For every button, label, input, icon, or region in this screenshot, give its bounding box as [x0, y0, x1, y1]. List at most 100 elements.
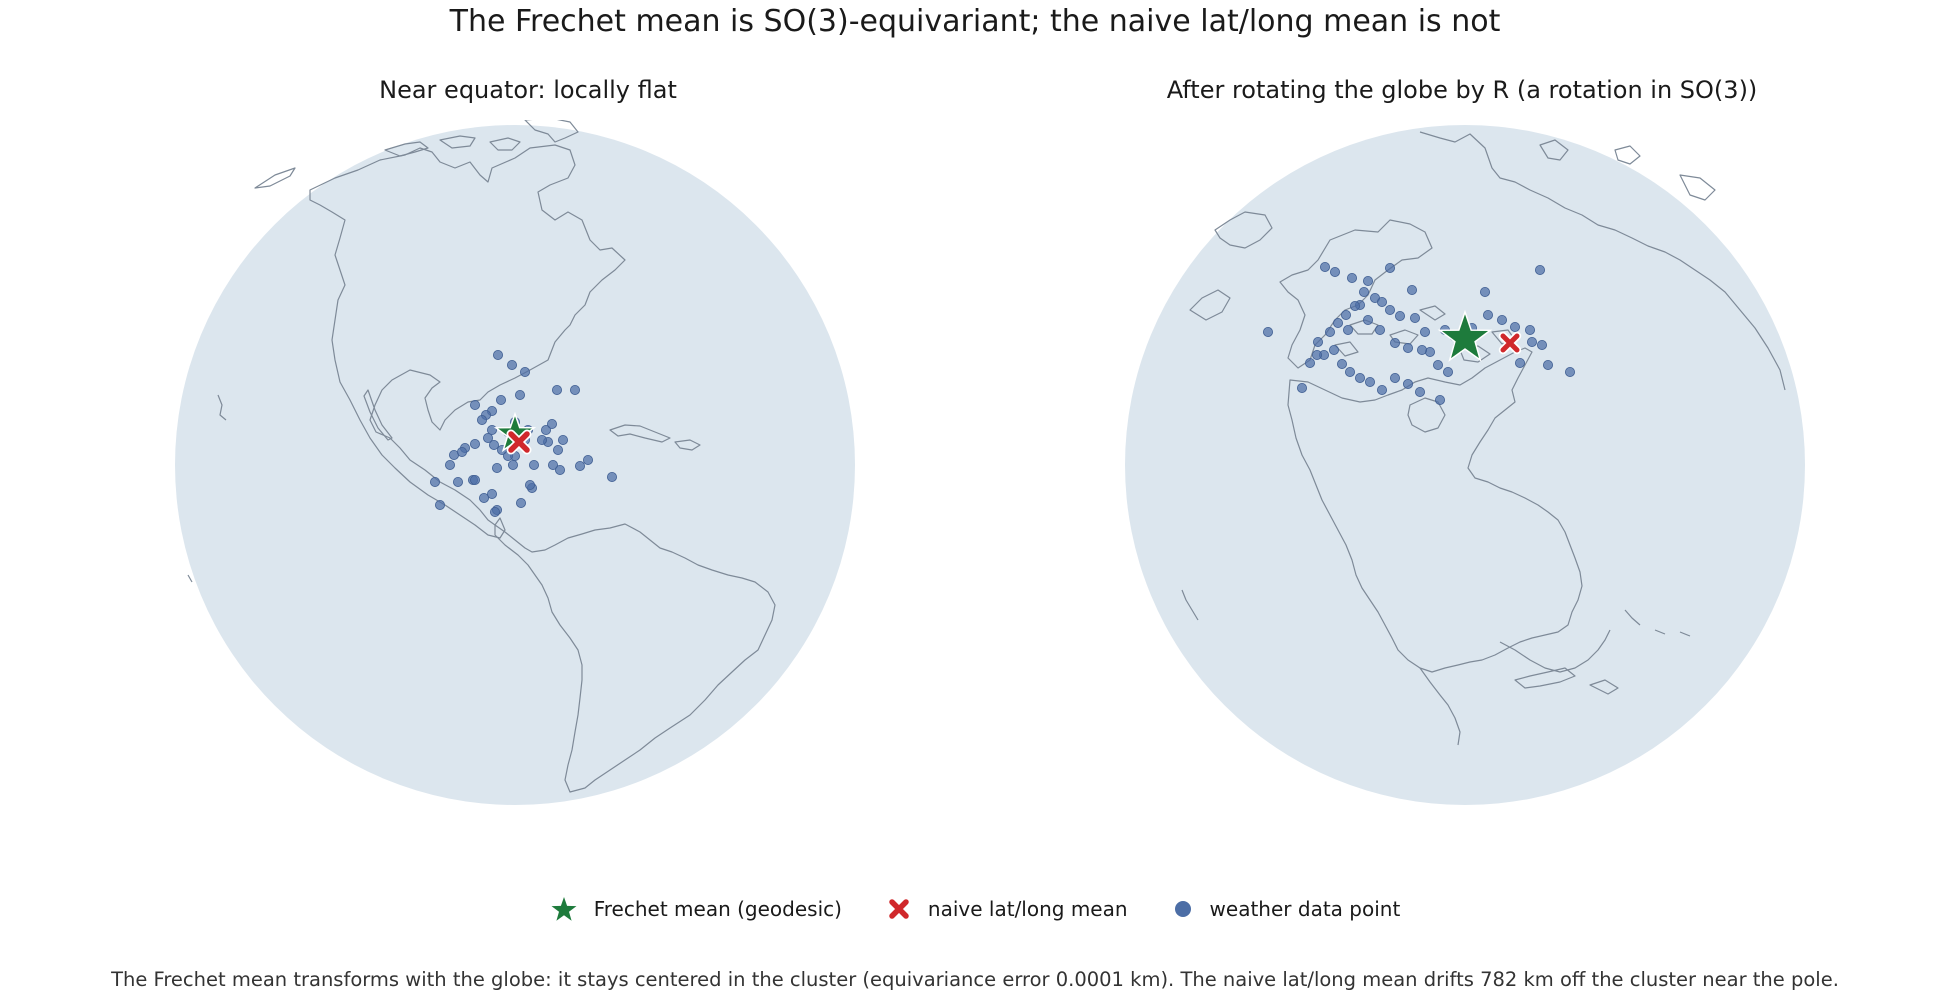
weather-data-point: [1362, 314, 1373, 325]
weather-data-point: [469, 474, 480, 485]
x-cross-icon: [889, 899, 909, 919]
hudson-bay-coastline: [1407, 397, 1446, 433]
weather-data-point: [574, 460, 585, 471]
legend-label-naive: naive lat/long mean: [927, 897, 1128, 921]
weather-data-point: [514, 389, 525, 400]
legend-item-naive: naive lat/long mean: [886, 896, 1128, 922]
scandinavia-coastline: [1539, 139, 1716, 201]
weather-data-point: [1311, 349, 1322, 360]
weather-data-point: [551, 384, 562, 395]
weather-data-point: [1482, 309, 1493, 320]
weather-data-point: [1344, 366, 1355, 377]
legend-item-frechet: Frechet mean (geodesic): [550, 895, 842, 923]
weather-data-point: [1542, 359, 1553, 370]
south-america-coastline: [494, 523, 776, 793]
weather-data-point: [552, 444, 563, 455]
weather-data-point: [469, 438, 480, 449]
arctic-islands-coastline: [254, 135, 521, 189]
weather-data-point: [1374, 324, 1385, 335]
weather-data-point: [557, 434, 568, 445]
weather-data-point: [506, 359, 517, 370]
weather-data-point: [1509, 321, 1520, 332]
weather-data-point: [569, 384, 580, 395]
weather-data-point: [1329, 266, 1340, 277]
ocean-disk: [1125, 125, 1805, 805]
weather-data-point: [434, 499, 445, 510]
weather-data-point: [476, 414, 487, 425]
weather-data-point: [1262, 326, 1273, 337]
left-markers: [493, 411, 537, 455]
weather-data-point: [1434, 394, 1445, 405]
canada-mainland-coastline: [1287, 347, 1583, 673]
legend-label-frechet: Frechet mean (geodesic): [593, 897, 842, 921]
weather-data-point: [507, 459, 518, 470]
weather-data-point: [1358, 286, 1369, 297]
right-markers: [1437, 309, 1522, 362]
weather-data-point: [536, 434, 547, 445]
greenland-coastline: [1189, 211, 1273, 321]
weather-data-point: [1336, 358, 1347, 369]
weather-data-point: [1534, 264, 1545, 275]
weather-data-point: [1319, 261, 1330, 272]
weather-data-point: [554, 464, 565, 475]
weather-data-point: [1442, 366, 1453, 377]
weather-data-point: [1496, 314, 1507, 325]
pacific-island-coastline: [1181, 589, 1199, 621]
weather-data-point: [1384, 262, 1395, 273]
weather-data-point: [1406, 284, 1417, 295]
weather-data-point: [546, 418, 557, 429]
weather-data-point: [1432, 359, 1443, 370]
weather-data-point: [1394, 310, 1405, 321]
right-globe-map: [1125, 125, 1805, 805]
north-america-coastline: [309, 144, 626, 539]
weather-data-point: [606, 471, 617, 482]
weather-data-point: [1402, 378, 1413, 389]
weather-data-point: [1324, 326, 1335, 337]
pacific-island-coastline: [187, 394, 227, 583]
left-globe-map: [175, 120, 855, 805]
figure-title: The Frechet mean is SO(3)-equivariant; t…: [449, 4, 1501, 39]
weather-data-point: [1296, 382, 1307, 393]
star-icon: [551, 897, 577, 921]
naive-mean-cross: [506, 429, 532, 455]
weather-data-point: [452, 476, 463, 487]
weather-data-point: [492, 349, 503, 360]
weather-data-point: [1312, 336, 1323, 347]
legend-item-point: weather data point: [1172, 897, 1401, 921]
weather-data-point: [429, 476, 440, 487]
caribbean-islands-coastline: [609, 424, 701, 451]
coastlines: [187, 120, 776, 793]
weather-data-point: [486, 424, 497, 435]
dot-icon: [1174, 901, 1191, 917]
weather-data-point: [1304, 357, 1315, 368]
weather-data-point: [1376, 384, 1387, 395]
weather-data-point: [1354, 372, 1365, 383]
caribbean-coastline: [1514, 667, 1619, 695]
legend: Frechet mean (geodesic) naive lat/long m…: [0, 895, 1950, 923]
weather-data-point: [456, 446, 467, 457]
weather-data-point: [1402, 342, 1413, 353]
weather-data-point: [495, 394, 506, 405]
weather-data-point: [1349, 300, 1360, 311]
weather-data-point: [1376, 296, 1387, 307]
weather-data-point: [482, 432, 493, 443]
weather-data-point: [1416, 344, 1427, 355]
weather-data-point: [1524, 324, 1535, 335]
weather-data-point: [524, 479, 535, 490]
weather-data-point: [1514, 357, 1525, 368]
weather-data-point: [1536, 339, 1547, 350]
weather-data-point: [1526, 336, 1537, 347]
left-panel-title: Near equator: locally flat: [379, 76, 677, 104]
weather-data-point: [1389, 372, 1400, 383]
weather-data-point: [1332, 317, 1343, 328]
eurasia-coastline: [1419, 131, 1786, 391]
weather-data-point: [519, 366, 530, 377]
greenland-coastline: [524, 120, 579, 143]
right-data-points: [1262, 261, 1575, 405]
weather-data-point: [491, 462, 502, 473]
legend-label-point: weather data point: [1209, 897, 1401, 921]
weather-data-point: [444, 459, 455, 470]
right-panel-title: After rotating the globe by R (a rotatio…: [1166, 76, 1758, 104]
naive-mean-cross: [1498, 331, 1522, 355]
weather-data-point: [478, 492, 489, 503]
